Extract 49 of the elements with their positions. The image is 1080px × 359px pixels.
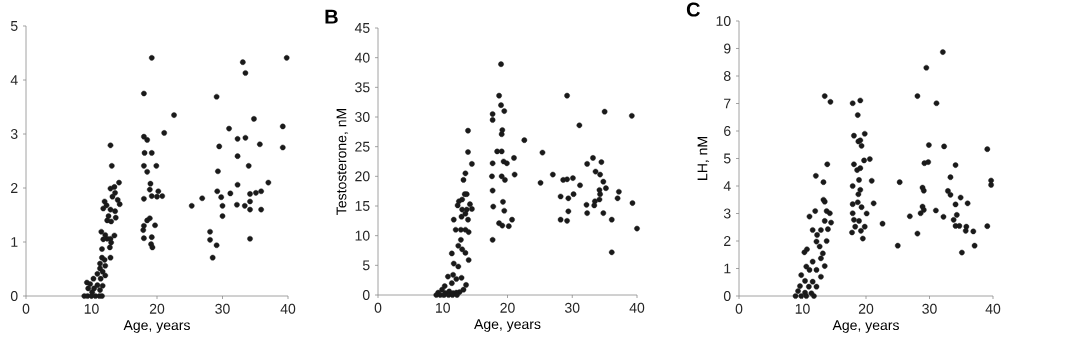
- x-tick-label: 20: [149, 303, 165, 314]
- chart-title: C: [686, 2, 700, 17]
- y-tick-label: 5: [10, 21, 18, 31]
- x-tick-label: 10: [84, 303, 99, 314]
- y-tick-label: 40: [354, 52, 370, 63]
- y-tick-label: 3: [10, 129, 18, 139]
- y-tick-label: 0: [10, 291, 18, 301]
- y-tick-label: 0: [362, 290, 370, 300]
- y-axis-title: Testosterone, nM: [336, 108, 349, 215]
- x-tick-label: 0: [374, 302, 382, 313]
- y-tick-label: 6: [724, 126, 731, 136]
- chart-title: B: [325, 9, 338, 24]
- y-tick-label: 4: [723, 181, 731, 191]
- x-axis-title: Age, years: [832, 320, 899, 333]
- x-tick-label: 30: [215, 303, 230, 314]
- y-tick-label: 7: [724, 98, 731, 109]
- x-tick-label: 40: [280, 303, 296, 314]
- x-tick-label: 0: [22, 303, 30, 314]
- y-tick-label: 0: [723, 291, 731, 301]
- y-tick-label: 3: [723, 208, 731, 219]
- x-tick-label: 20: [858, 303, 874, 314]
- x-tick-label: 30: [922, 303, 937, 314]
- x-axis-title: Age, years: [123, 320, 190, 333]
- y-tick-label: 25: [355, 141, 370, 152]
- y-tick-label: 8: [723, 71, 731, 81]
- y-tick-label: 10: [716, 16, 731, 26]
- x-tick-label: 30: [565, 302, 580, 313]
- y-tick-label: 15: [355, 201, 370, 211]
- y-tick-label: 30: [355, 112, 370, 122]
- x-tick-label: 10: [436, 302, 450, 313]
- y-tick-label: 2: [724, 236, 731, 246]
- x-tick-label: 10: [795, 303, 810, 314]
- y-tick-label: 5: [723, 153, 731, 164]
- y-tick-label: 35: [355, 82, 370, 93]
- y-tick-label: 10: [355, 230, 370, 241]
- y-tick-label: 5: [362, 260, 370, 271]
- y-axis-title: LH, nM: [697, 137, 710, 180]
- y-tick-label: 9: [724, 43, 731, 54]
- x-tick-label: 0: [735, 303, 743, 314]
- x-axis-title: Age, years: [474, 319, 541, 332]
- y-tick-label: 1: [724, 263, 731, 274]
- y-tick-label: 1: [11, 237, 18, 247]
- y-tick-label: 4: [10, 75, 18, 85]
- y-tick-label: 45: [354, 23, 370, 33]
- y-tick-label: 20: [355, 171, 370, 182]
- x-tick-label: 40: [985, 303, 1001, 314]
- x-tick-label: 40: [629, 302, 645, 313]
- x-tick-label: 20: [500, 302, 515, 313]
- y-tick-label: 2: [11, 183, 18, 193]
